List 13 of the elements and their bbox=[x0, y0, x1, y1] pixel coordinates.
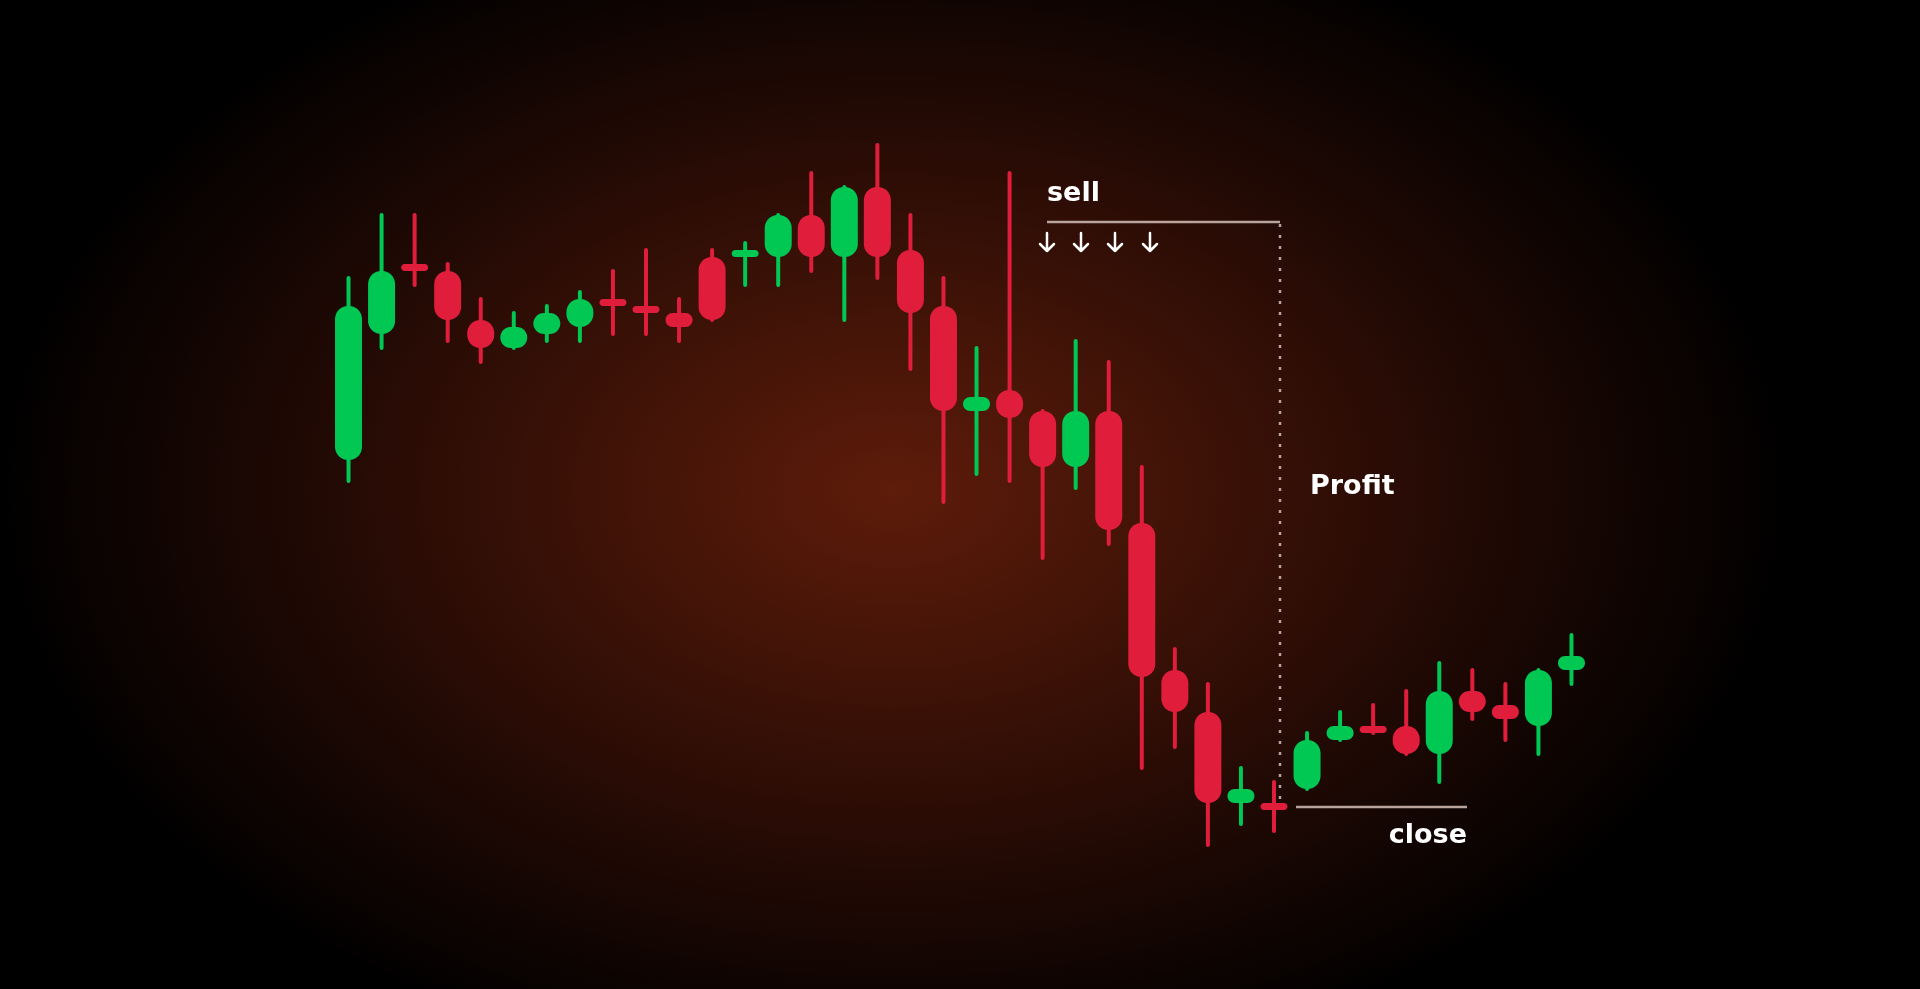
candlestick bbox=[1491, 682, 1519, 742]
annotation: sell bbox=[1047, 176, 1100, 207]
candlestick bbox=[963, 346, 991, 476]
candlestick bbox=[1359, 703, 1387, 735]
annotation: close bbox=[1388, 818, 1467, 849]
candlestick bbox=[1260, 780, 1288, 833]
annotation: Profit bbox=[1310, 469, 1395, 500]
candlestick bbox=[599, 269, 627, 336]
candlestick bbox=[1227, 766, 1255, 826]
candlestick bbox=[996, 171, 1024, 483]
candlestick bbox=[632, 248, 660, 336]
candlestick bbox=[401, 213, 429, 287]
candlestick bbox=[731, 241, 759, 287]
